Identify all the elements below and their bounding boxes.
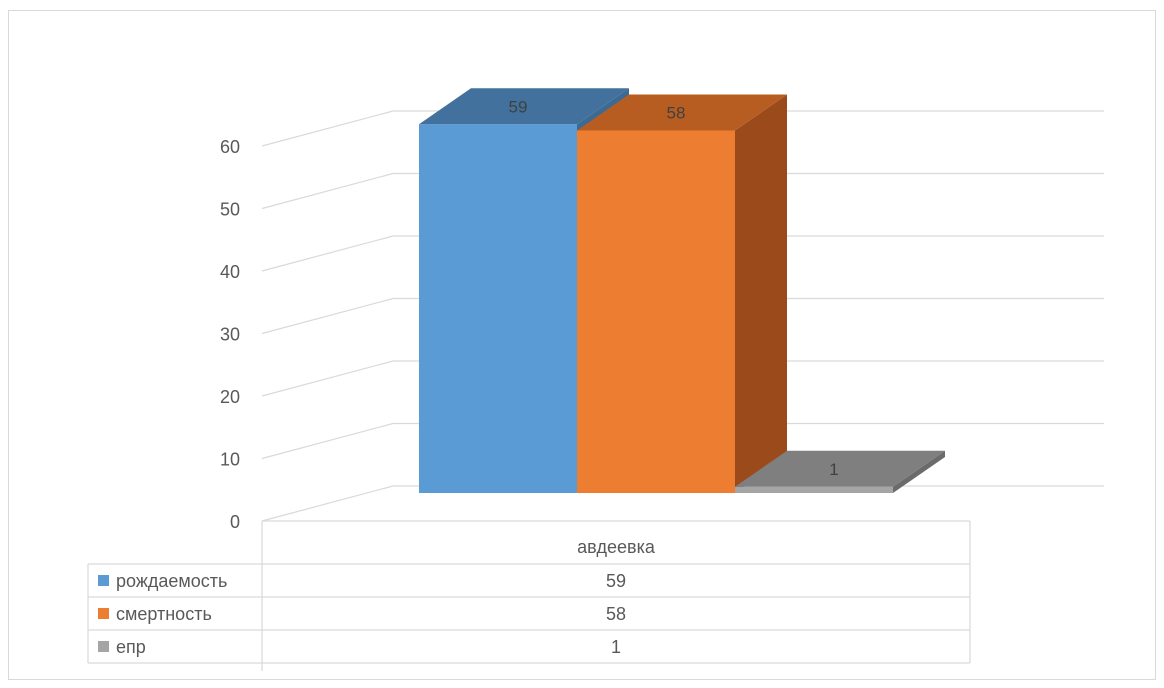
y-tick-label: 20 [220, 387, 240, 407]
table-row: смертность 58 [98, 604, 626, 624]
series-name: смертность [116, 604, 212, 624]
y-tick-label: 40 [220, 262, 240, 282]
depth-gridline [261, 297, 394, 335]
y-tick-label: 30 [220, 325, 240, 345]
y-axis: 0 10 20 30 40 50 60 [220, 137, 240, 532]
bar-side [893, 450, 945, 493]
legend-key [98, 641, 109, 652]
depth-gridline [261, 172, 394, 210]
data-label: 1 [829, 460, 838, 479]
y-tick-label: 60 [220, 137, 240, 157]
series-name: епр [116, 637, 146, 657]
y-tick-label: 10 [220, 450, 240, 470]
data-label: 58 [667, 104, 686, 123]
bars: 59 58 1 [419, 88, 945, 493]
data-label: 59 [509, 97, 528, 116]
table-value: 58 [606, 604, 626, 624]
depth-gridline [261, 485, 394, 522]
bar-2: 58 [577, 94, 787, 493]
bar-3: 1 [735, 450, 945, 493]
table-row: рождаемость 59 [98, 571, 626, 591]
depth-gridline [261, 110, 394, 147]
y-tick-label: 0 [230, 512, 240, 532]
legend-key [98, 608, 109, 619]
table-row: епр 1 [98, 637, 621, 657]
bar-front [735, 486, 893, 493]
bar-side [735, 94, 787, 493]
bar-front [419, 124, 577, 493]
depth-gridline [261, 360, 394, 397]
y-tick-label: 50 [220, 200, 240, 220]
table-value: 1 [611, 637, 621, 657]
legend-key [98, 575, 109, 586]
depth-gridline [261, 422, 394, 460]
chart-frame [8, 10, 1156, 680]
bar-top [577, 94, 787, 131]
bar-top [419, 88, 629, 125]
bar-front [577, 130, 735, 493]
data-table: авдеевка рождаемость 59 смертность 58 епр 1 [87, 521, 971, 664]
table-value: 59 [606, 571, 626, 591]
category-label: авдеевка [577, 537, 656, 557]
series-name: рождаемость [116, 571, 227, 591]
bar-top [735, 450, 945, 487]
depth-gridline [261, 235, 394, 272]
